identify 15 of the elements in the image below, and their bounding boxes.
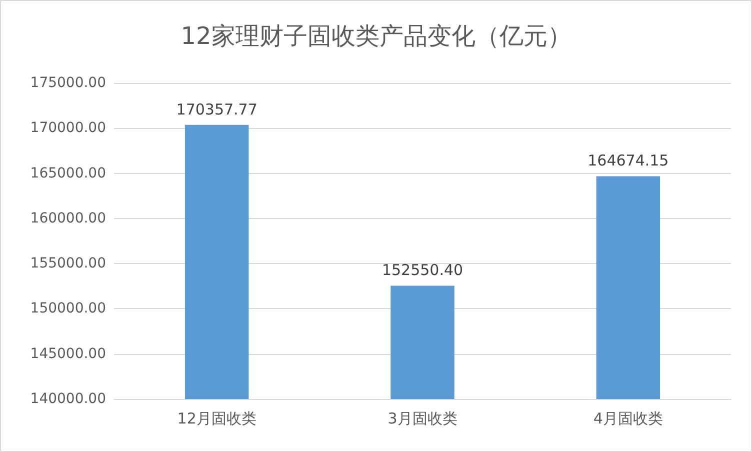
chart-title: 12家理财子固收类产品变化（亿元） — [180, 22, 572, 50]
x-tick-label: 4月固收类 — [593, 410, 663, 428]
y-tick-label: 150000.00 — [30, 300, 106, 317]
data-label: 152550.40 — [382, 261, 464, 280]
data-label: 164674.15 — [588, 152, 669, 170]
x-tick-label: 12月固收类 — [177, 410, 256, 428]
y-tick-label: 140000.00 — [30, 391, 106, 407]
x-tick-label: 3月固收类 — [388, 410, 458, 428]
y-tick-label: 160000.00 — [30, 210, 106, 226]
data-label: 170357.77 — [176, 100, 258, 118]
y-tick-label: 155000.00 — [30, 256, 106, 272]
y-tick-label: 175000.00 — [30, 75, 106, 91]
y-tick-label: 165000.00 — [30, 165, 106, 182]
y-tick-label: 145000.00 — [30, 346, 106, 362]
y-tick-label: 170000.00 — [30, 120, 106, 136]
